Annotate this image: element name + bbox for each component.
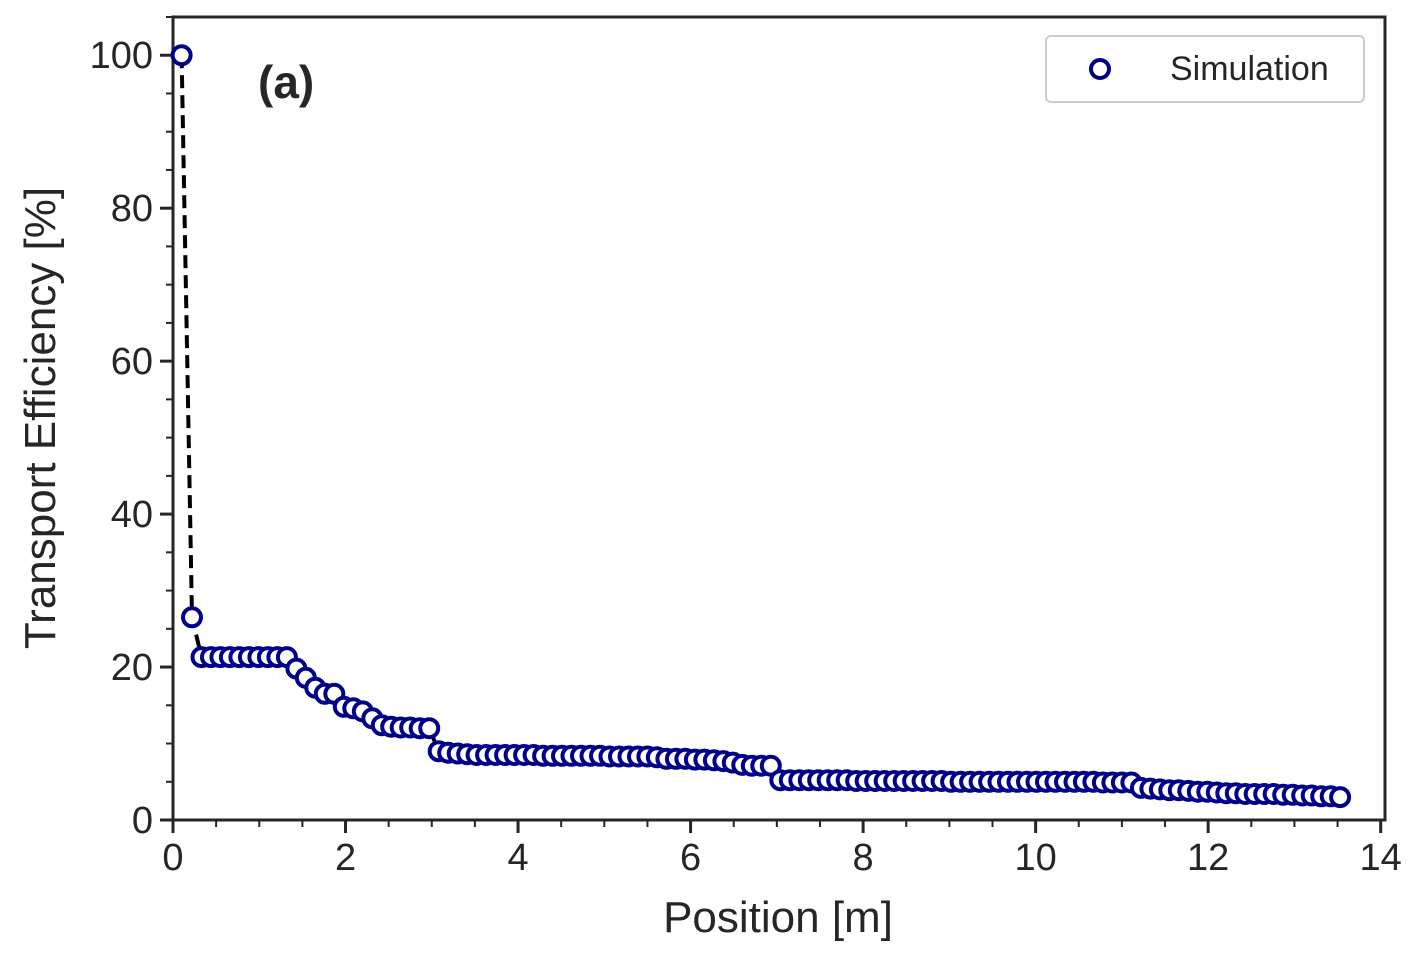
data-point [1329, 786, 1352, 809]
y-tick-label: 40 [111, 494, 153, 536]
axes-frame [171, 15, 1387, 822]
plot-area [170, 44, 1352, 809]
data-point [181, 606, 203, 629]
data-point [418, 717, 441, 740]
x-tick-label: 12 [1187, 837, 1229, 879]
legend-label: Simulation [1170, 50, 1329, 88]
x-tick-label: 8 [853, 837, 874, 879]
legend-box [1045, 35, 1365, 103]
y-axis-ticks: 0 20 40 60 80 100 [90, 35, 173, 842]
x-tick-label: 10 [1014, 837, 1056, 879]
x-tick-label: 0 [162, 837, 183, 879]
legend: Simulation [1045, 35, 1365, 103]
x-axis-ticks: 0 2 4 6 8 10 12 14 [162, 820, 1402, 879]
panel-label: (a) [258, 56, 314, 108]
legend-marker [1089, 58, 1111, 80]
y-tick-label: 60 [111, 341, 153, 383]
y-axis-label: Transport Efficiency [%] [16, 187, 65, 649]
x-tick-label: 14 [1360, 837, 1402, 879]
x-tick-label: 6 [680, 837, 701, 879]
y-tick-label: 0 [132, 800, 153, 842]
x-tick-label: 2 [335, 837, 356, 879]
y-tick-label: 20 [111, 647, 153, 689]
y-tick-label: 100 [90, 35, 153, 77]
series-line [179, 55, 1341, 800]
minor-ticks [166, 16, 1339, 827]
x-axis-label: Position [m] [663, 893, 893, 942]
axes-border [171, 15, 1387, 822]
data-point [170, 44, 193, 67]
y-tick-label: 80 [111, 188, 153, 230]
x-tick-label: 4 [507, 837, 528, 879]
